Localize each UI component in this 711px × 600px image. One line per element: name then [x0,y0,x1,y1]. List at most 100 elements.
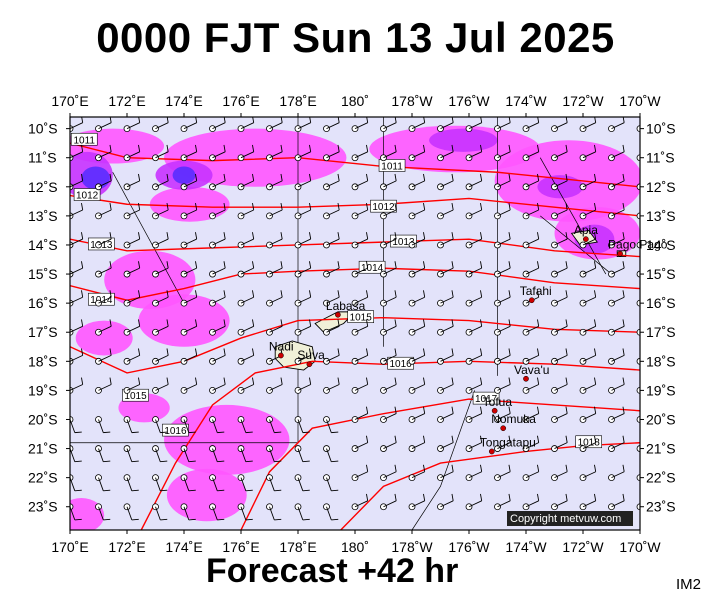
wind-barb-flag [252,117,255,123]
rain-area [104,250,196,309]
wind-barb-shaft [354,180,368,188]
place-label: Nadi [269,339,294,353]
isobar-label: 1016 [389,359,412,370]
wind-barb-flag [537,406,540,414]
wind-barb-shaft [326,151,340,159]
wind-barb-shaft [525,151,539,159]
wind-station [636,299,640,307]
lon-label-bottom: 178˚E [279,539,316,555]
wind-barb-flag [451,232,454,240]
wind-barb-flag [537,377,540,385]
wind-barb-shaft [212,354,226,362]
wind-barb-flag [103,518,111,521]
wind-barb-flag [594,435,597,443]
wind-barb-shaft [497,325,511,333]
wind-barb-flag [166,290,169,298]
wind-barb-shaft [354,413,368,420]
wind-barb-shaft [383,384,397,391]
wind-barb-shaft [183,354,197,362]
isobar-label-box [472,391,500,405]
isobar-label: 1018 [578,438,601,449]
isobar-label: 1017 [475,394,498,405]
wind-barb-shaft [269,448,275,462]
wind-barb-flag [480,173,483,181]
wind-barb-shaft [155,151,169,159]
wind-barb-shaft [440,354,454,362]
wind-barb-shaft [70,122,83,130]
lat-label-right: 22˚S [646,470,676,486]
wind-barb-flag [423,261,426,269]
wind-barb-shaft [183,122,197,130]
wind-barb-flag [195,202,198,211]
wind-barb-shaft [155,238,169,246]
wind-barb-shaft [240,238,254,246]
wind-barb-flag [423,117,426,123]
wind-barb-shaft [582,384,596,391]
wind-barb-shaft [468,413,482,420]
wind-barb-shaft [297,122,311,130]
wind-barb-flag [537,435,540,443]
wind-barb-shaft [212,122,226,130]
wind-barb-shaft [297,151,311,159]
wind-barb-flag [302,489,310,492]
wind-barb-flag [451,406,454,414]
wind-barb-shaft [554,442,568,449]
wind-barb-flag [223,319,226,327]
wind-barb-flag [138,232,141,240]
wind-barb-shaft [468,500,482,508]
wind-barb-flag [131,431,139,434]
wind-barb-shaft [383,354,397,362]
wind-barb-shaft [98,238,112,246]
wind-station [636,212,640,220]
wind-barb-shaft [525,238,539,246]
wind-barb-flag [480,290,483,298]
wind-barb-shaft [183,325,197,333]
wind-barb-shaft [155,209,169,217]
wind-barb-shaft [126,477,133,491]
isobar-label: 1012 [76,191,99,202]
isobar-label-box [73,188,101,201]
wind-barb-flag [223,290,226,298]
wind-barb-shaft [98,477,104,491]
wind-barb-shaft [326,122,340,130]
wind-barb-shaft [440,151,454,159]
wind-barb-flag [331,431,339,434]
wind-station [636,386,640,394]
wind-barb-shaft [468,238,482,246]
wind-barb-flag [594,377,597,385]
wind-barb-flag [109,232,112,240]
wind-barb-flag [81,173,84,181]
wind-barb-flag [508,319,511,327]
wind-barb-shaft [269,238,283,246]
wind-barb-flag [109,144,112,152]
wind-barb-flag [195,173,198,181]
wind-barb-shaft [326,354,340,362]
wind-barb-shaft [497,500,511,508]
wind-barb-shaft [70,448,76,462]
wind-barb-flag [223,117,226,123]
lon-label-bottom: 170˚W [619,539,661,555]
wind-barb-shaft [383,296,397,304]
wind-barb-shaft [525,354,539,362]
lon-label-top: 178˚W [391,93,433,109]
wind-barb-flag [594,117,597,123]
wind-station [636,357,640,365]
wind-barb-flag [451,290,454,298]
wind-barb-shaft [611,413,625,420]
wind-barb-flag [245,518,253,521]
wind-barb-shaft [98,384,112,391]
wind-barb-shaft [70,354,83,362]
wind-barb-layer [70,117,640,521]
wind-barb-flag [451,464,454,472]
wind-barb-flag [138,144,141,152]
wind-barb-shaft [297,325,311,333]
wind-barb-flag [138,173,141,181]
wind-barb-shaft [582,238,596,246]
wind-barb-flag [366,406,369,414]
wind-barb-shaft [411,209,425,217]
wind-barb-flag [622,348,625,356]
isobar-label-box [370,199,397,213]
wind-barb-flag [394,493,397,501]
wind-barb-flag [274,460,282,463]
wind-barb-flag [109,290,112,298]
